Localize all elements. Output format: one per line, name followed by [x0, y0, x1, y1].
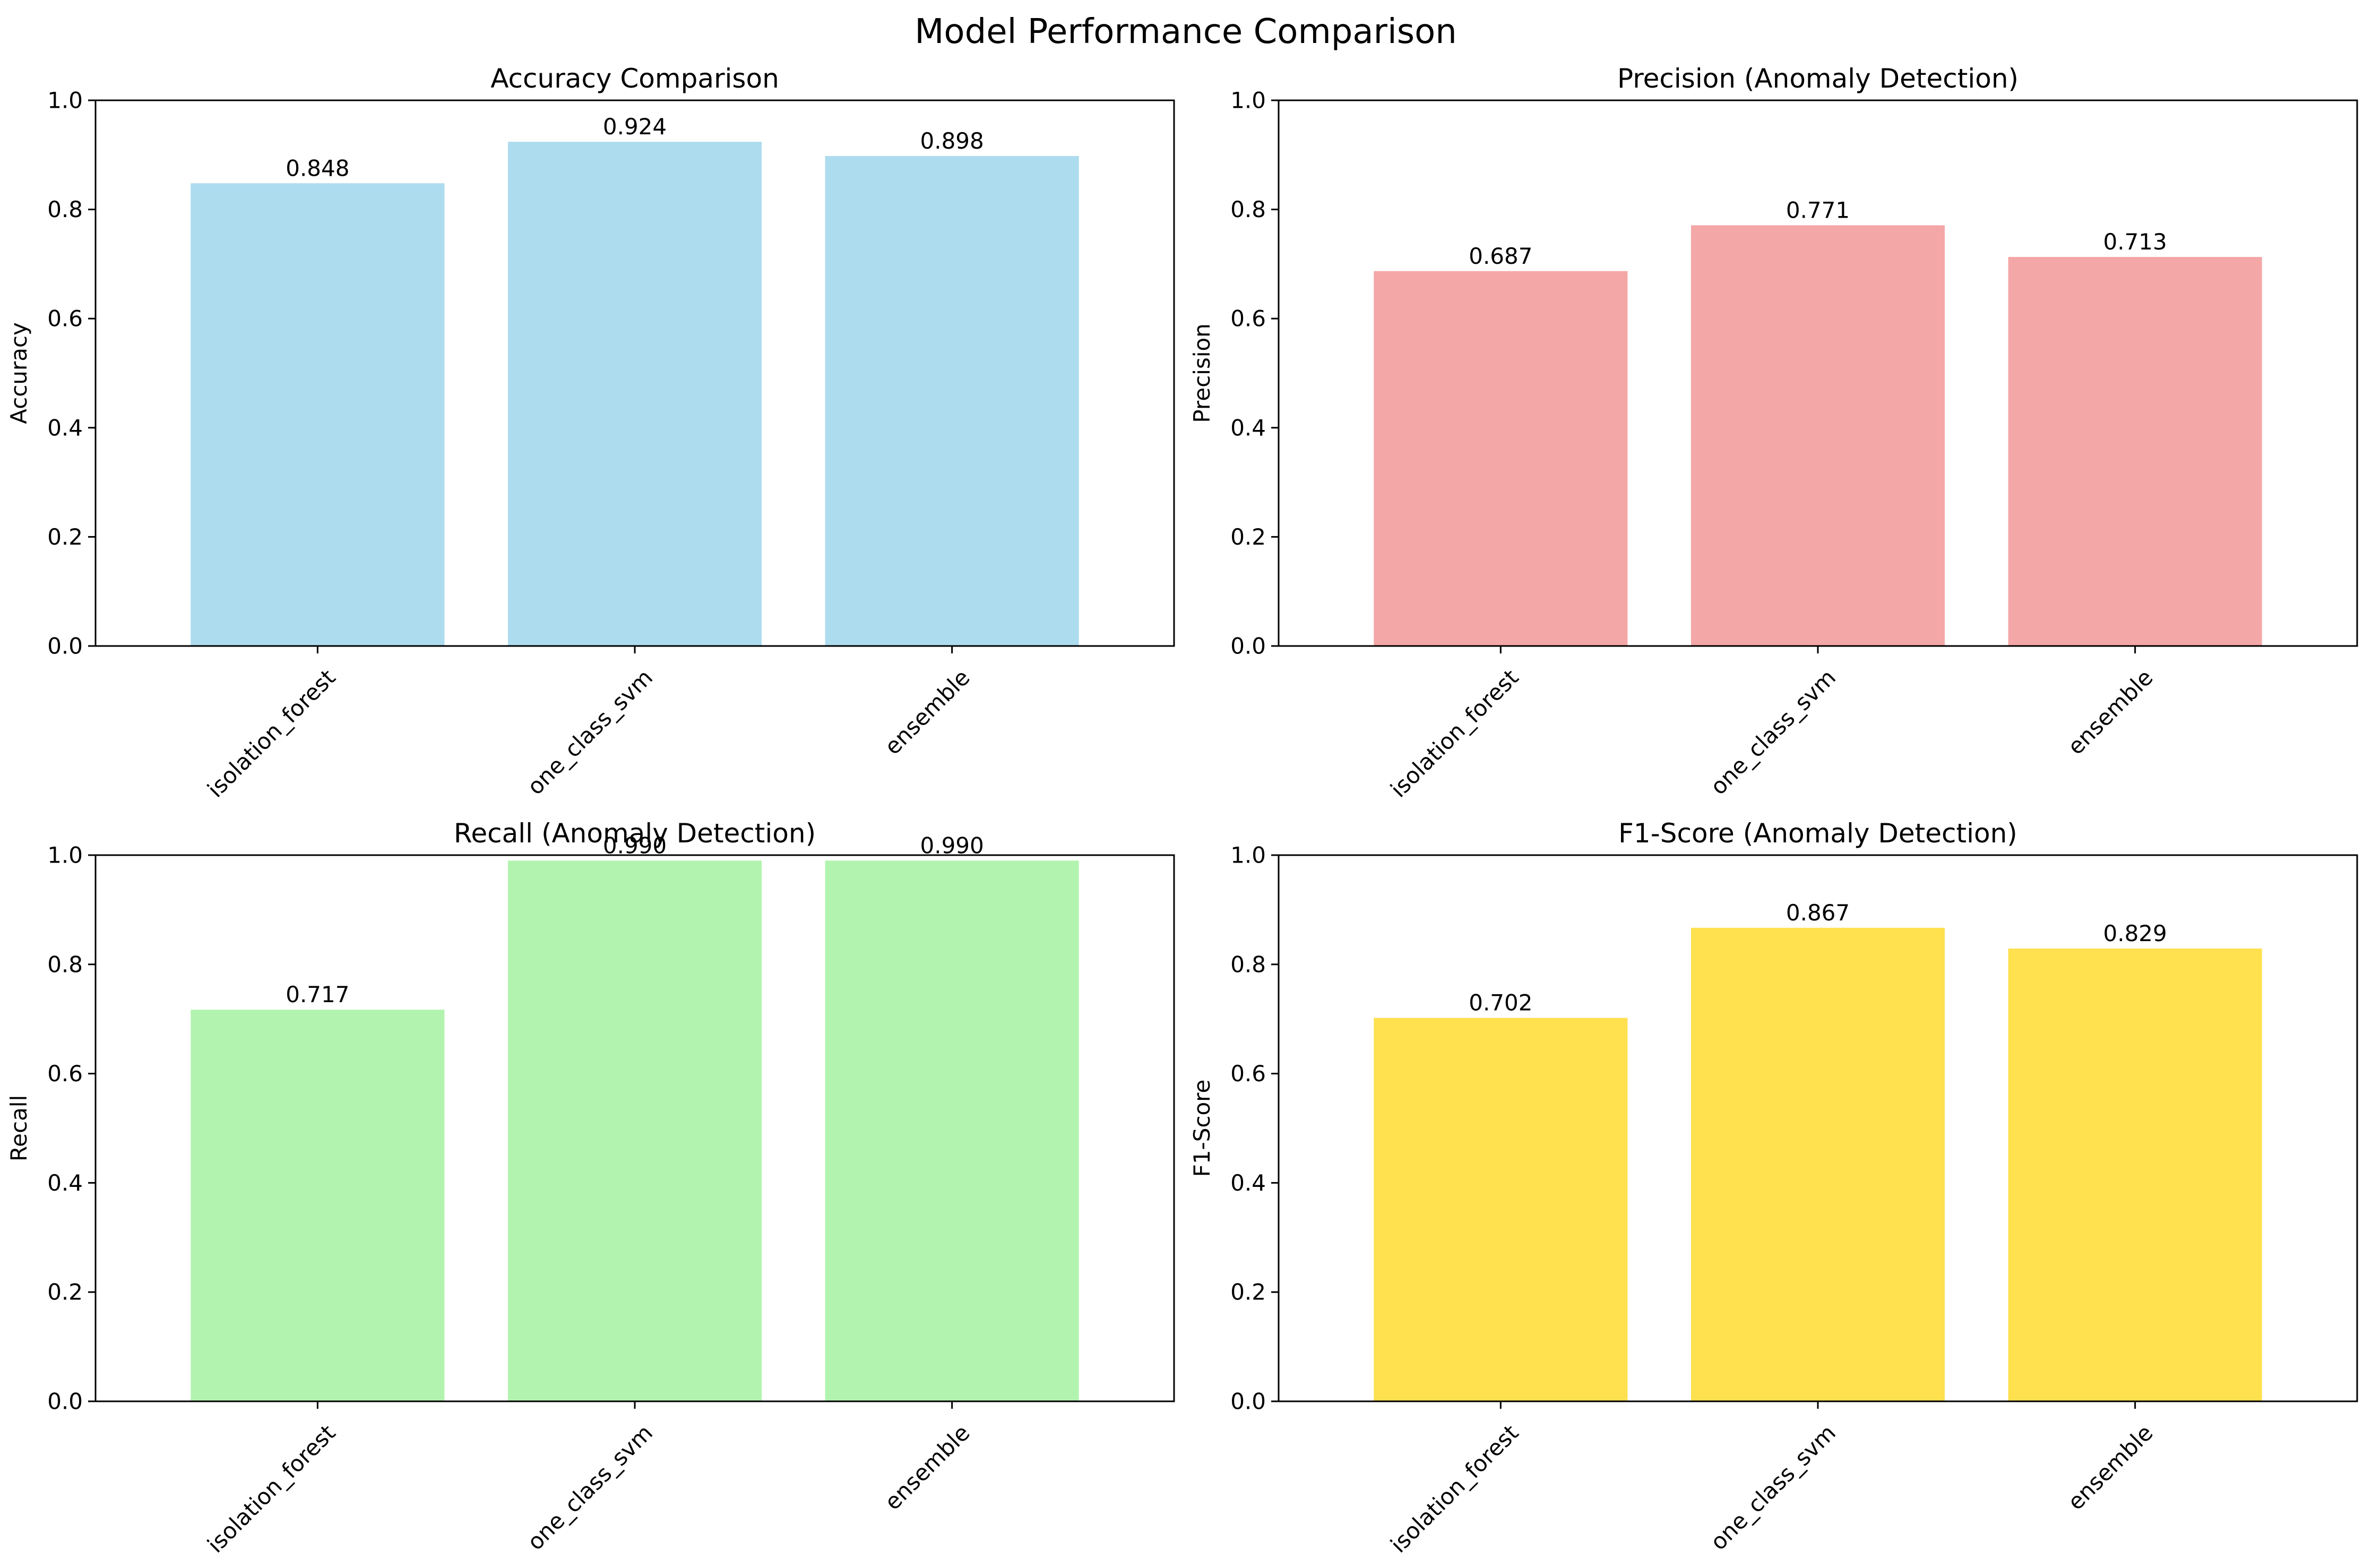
y-tick-label: 0.2: [47, 1279, 83, 1305]
y-tick-label: 0.4: [47, 1170, 83, 1196]
bar-isolation_forest: [191, 1010, 445, 1401]
y-tick-label: 1.0: [47, 842, 83, 868]
y-tick-label: 0.6: [47, 306, 83, 332]
y-tick-label: 0.6: [47, 1061, 83, 1087]
chart-title: Precision (Anomaly Detection): [1617, 63, 2019, 94]
y-tick-label: 0.4: [47, 415, 83, 441]
y-tick-label: 0.8: [47, 951, 83, 977]
bar-value-label: 0.990: [603, 832, 667, 858]
bar-ensemble: [825, 860, 1079, 1401]
y-tick-label: 0.0: [1230, 633, 1266, 659]
bar-value-label: 0.713: [2103, 229, 2167, 255]
bar-value-label: 0.848: [286, 155, 349, 181]
bar-one_class_svm: [507, 142, 762, 646]
y-tick-label: 1.0: [1230, 842, 1266, 868]
figure-title: Model Performance Comparison: [915, 12, 1457, 51]
bar-one_class_svm: [1690, 927, 1945, 1401]
y-tick-label: 0.4: [1230, 415, 1266, 441]
y-tick-label: 0.2: [1230, 524, 1266, 550]
chart-title: Recall (Anomaly Detection): [454, 818, 816, 849]
y-axis-label: Precision: [1189, 323, 1215, 423]
chart-title: Accuracy Comparison: [490, 63, 779, 94]
bar-value-label: 0.771: [1786, 197, 1850, 223]
bar-value-label: 0.867: [1786, 900, 1850, 926]
bar-value-label: 0.829: [2103, 920, 2167, 946]
chart-title: F1-Score (Anomaly Detection): [1618, 818, 2017, 849]
bar-isolation_forest: [191, 183, 445, 647]
y-tick-label: 0.4: [1230, 1170, 1266, 1196]
bar-isolation_forest: [1374, 271, 1628, 646]
bar-one_class_svm: [507, 860, 762, 1401]
y-tick-label: 0.2: [47, 524, 83, 550]
bar-value-label: 0.702: [1469, 990, 1532, 1016]
bar-ensemble: [825, 156, 1079, 647]
bar-value-label: 0.898: [920, 128, 984, 154]
y-tick-label: 0.2: [1230, 1279, 1266, 1305]
bar-value-label: 0.717: [286, 981, 349, 1007]
y-axis-label: F1-Score: [1189, 1080, 1215, 1177]
y-tick-label: 0.6: [1230, 306, 1266, 332]
bar-value-label: 0.687: [1469, 243, 1532, 269]
y-axis-label: Recall: [6, 1095, 32, 1161]
y-tick-label: 0.8: [47, 196, 83, 222]
y-tick-label: 0.6: [1230, 1061, 1266, 1087]
bar-ensemble: [2008, 257, 2262, 646]
y-tick-label: 0.8: [1230, 951, 1266, 977]
bar-one_class_svm: [1690, 225, 1945, 646]
y-tick-label: 0.0: [47, 633, 83, 659]
y-tick-label: 0.8: [1230, 196, 1266, 222]
bar-isolation_forest: [1374, 1018, 1628, 1401]
y-tick-label: 1.0: [47, 88, 83, 114]
y-tick-label: 1.0: [1230, 88, 1266, 114]
y-axis-label: Accuracy: [6, 322, 32, 424]
chart-panel: 0.8480.9240.8980.00.20.40.60.81.0isolati…: [6, 63, 1175, 803]
bar-value-label: 0.924: [603, 114, 667, 140]
chart-panel: 0.7020.8670.8290.00.20.40.60.81.0isolati…: [1189, 818, 2358, 1558]
bar-ensemble: [2008, 948, 2262, 1401]
bar-value-label: 0.990: [920, 832, 984, 858]
y-tick-label: 0.0: [47, 1389, 83, 1415]
y-tick-label: 0.0: [1230, 1389, 1266, 1415]
